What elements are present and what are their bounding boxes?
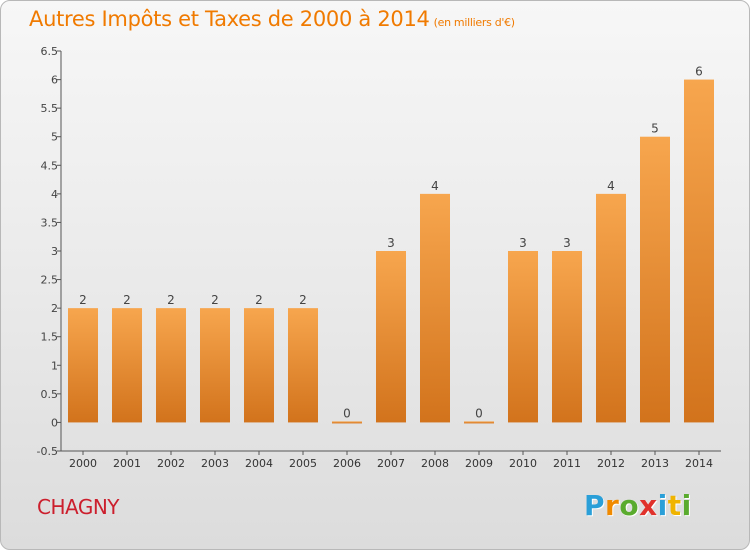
data-label: 2: [299, 293, 307, 307]
chart-unit: (en milliers d'€): [433, 16, 515, 29]
bar: [244, 308, 274, 423]
data-label: 0: [343, 406, 351, 420]
y-tick-label: 3.5: [41, 216, 59, 229]
x-tick-label: 2005: [289, 457, 317, 470]
bar: [332, 421, 362, 424]
bar: [640, 136, 670, 423]
logo-letter: x: [639, 489, 658, 522]
logo-letter: P: [584, 489, 606, 522]
y-tick-label: 1.5: [41, 331, 59, 344]
y-tick-label: 6: [51, 74, 58, 87]
bar: [420, 193, 450, 423]
y-tick-label: 3: [51, 245, 58, 258]
city-name: CHAGNY: [37, 495, 120, 519]
y-tick-label: 2.5: [41, 274, 59, 287]
bar: [68, 308, 98, 423]
y-tick-label: 2: [51, 302, 58, 315]
x-tick-label: 2009: [465, 457, 493, 470]
bar: [508, 251, 538, 423]
logo-letter: t: [667, 489, 682, 522]
logo-letter: o: [619, 489, 640, 522]
y-tick-label: -0.5: [37, 445, 58, 458]
data-label: 2: [167, 293, 175, 307]
x-tick-label: 2007: [377, 457, 405, 470]
data-label: 3: [519, 236, 527, 250]
x-tick-label: 2001: [113, 457, 141, 470]
bar: [288, 308, 318, 423]
x-tick-label: 2013: [641, 457, 669, 470]
logo-letter: i: [657, 489, 668, 522]
data-label: 4: [607, 179, 615, 193]
chart-title-text: Autres Impôts et Taxes de 2000 à 2014: [29, 7, 430, 31]
bar: [596, 193, 626, 423]
y-tick-label: 0: [51, 416, 58, 429]
y-tick-label: 5.5: [41, 102, 59, 115]
proxiti-logo: Proxiti: [584, 489, 692, 522]
bar: [684, 79, 714, 423]
bar: [156, 308, 186, 423]
data-label: 5: [651, 122, 659, 136]
y-tick-label: 4: [51, 188, 58, 201]
y-tick-label: 5: [51, 131, 58, 144]
data-label: 0: [475, 406, 483, 420]
x-tick-label: 2010: [509, 457, 537, 470]
bar: [112, 308, 142, 423]
y-tick-label: 0.5: [41, 388, 59, 401]
x-tick-label: 2004: [245, 457, 273, 470]
data-label: 2: [255, 293, 263, 307]
x-tick-label: 2006: [333, 457, 361, 470]
data-label: 2: [79, 293, 87, 307]
chart-title: Autres Impôts et Taxes de 2000 à 2014 (en…: [29, 7, 515, 31]
x-tick-label: 2000: [69, 457, 97, 470]
y-tick-label: 4.5: [41, 159, 59, 172]
logo-letter: r: [605, 489, 620, 522]
data-label: 4: [431, 179, 439, 193]
bar: [552, 251, 582, 423]
data-label: 3: [387, 236, 395, 250]
x-tick-label: 2008: [421, 457, 449, 470]
data-label: 3: [563, 236, 571, 250]
x-tick-label: 2014: [685, 457, 713, 470]
x-tick-label: 2011: [553, 457, 581, 470]
bar: [464, 421, 494, 424]
data-label: 2: [211, 293, 219, 307]
x-tick-label: 2003: [201, 457, 229, 470]
bar: [200, 308, 230, 423]
x-tick-label: 2012: [597, 457, 625, 470]
y-tick-label: 1: [51, 359, 58, 372]
data-label: 6: [695, 65, 703, 79]
logo-letter: i: [681, 489, 692, 522]
bar: [376, 251, 406, 423]
y-tick-label: 6.5: [41, 45, 59, 58]
data-label: 2: [123, 293, 131, 307]
x-tick-label: 2002: [157, 457, 185, 470]
